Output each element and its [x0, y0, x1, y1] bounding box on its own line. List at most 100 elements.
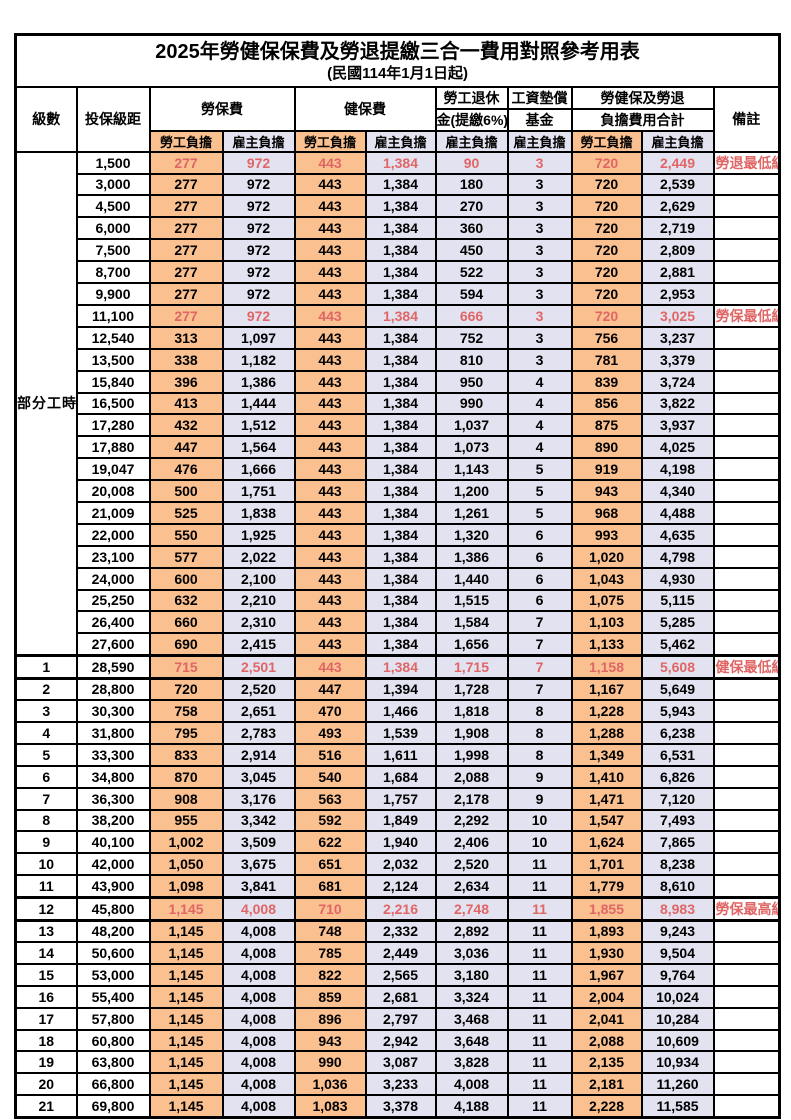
value-cell: 1,050: [148, 852, 224, 877]
table-row: 23,100 577 2,022 443 1,384 1,386 6 1,020 4,798: [16, 544, 781, 569]
value-cell: 4: [506, 369, 573, 394]
value-cell: 11: [506, 984, 573, 1009]
note-cell: [712, 260, 781, 284]
table-row: 18 60,800 1,145 4,008 943 2,942 3,648 11 2,088 10…: [14, 1028, 781, 1053]
value-cell: 1,611: [364, 742, 437, 767]
table-row: 12,540 313 1,097 443 1,384 752 3 756 3,237: [16, 325, 781, 350]
value-cell: 3,822: [640, 391, 715, 416]
value-cell: 10,284: [640, 1006, 715, 1031]
value-cell: 2,797: [364, 1006, 437, 1031]
value-cell: 443: [293, 303, 367, 328]
value-cell: 443: [293, 347, 367, 372]
bracket-cell: 66,800: [75, 1072, 151, 1097]
level-cell: 19: [14, 1050, 78, 1075]
table-row: 16,500 413 1,444 443 1,384 990 4 856 3,822: [16, 391, 781, 416]
col-header-pension-line1: 勞工退休: [434, 85, 509, 110]
value-cell: 1,757: [364, 786, 437, 811]
value-cell: 720: [570, 238, 643, 263]
subheader-labor-employee: 勞工負擔: [148, 129, 224, 153]
value-cell: 690: [148, 632, 224, 657]
value-cell: 1,715: [434, 653, 509, 680]
value-cell: 5: [506, 479, 573, 503]
value-cell: 10,609: [640, 1028, 715, 1053]
value-cell: 859: [293, 984, 367, 1009]
note-cell: [712, 544, 781, 569]
header-row-3: 勞工負擔 雇主負擔 勞工負擔 雇主負擔 雇主負擔 雇主負擔 勞工負擔 雇主負擔: [16, 129, 780, 153]
value-cell: 2,088: [434, 764, 509, 789]
value-cell: 443: [293, 610, 367, 635]
note-cell: [712, 500, 781, 525]
value-cell: 443: [293, 216, 367, 241]
table-row: 19,047 476 1,666 443 1,384 1,143 5 919 4,198: [16, 457, 781, 482]
value-cell: 313: [148, 325, 224, 350]
value-cell: 2,135: [570, 1050, 643, 1075]
level-cell: 16: [14, 984, 78, 1009]
value-cell: 1,145: [148, 1028, 224, 1053]
value-cell: 500: [148, 479, 224, 503]
bracket-cell: 27,600: [75, 632, 151, 657]
table-row: 7 36,300 908 3,176 563 1,757 2,178 9 1,471 7,120: [14, 786, 781, 811]
part-time-group-label: 部分工時: [14, 150, 78, 657]
table-row: 4 31,800 795 2,783 493 1,539 1,908 8 1,288 6,238: [14, 720, 781, 745]
value-cell: 1,145: [148, 1072, 224, 1097]
table-row: 1 28,590 715 2,501 443 1,384 1,715 7 1,158 5,608 健…: [14, 653, 781, 680]
bracket-cell: 38,200: [75, 808, 151, 833]
value-cell: 1,384: [364, 391, 437, 416]
value-cell: 3: [506, 260, 573, 284]
value-cell: 3: [506, 194, 573, 219]
value-cell: 1,624: [570, 830, 643, 855]
value-cell: 1,384: [364, 435, 437, 460]
value-cell: 2,100: [221, 566, 296, 591]
value-cell: 1,386: [434, 544, 509, 569]
value-cell: 955: [148, 808, 224, 833]
bracket-cell: 34,800: [75, 764, 151, 789]
table-row: 26,400 660 2,310 443 1,384 1,584 7 1,103 5,285: [16, 610, 781, 635]
bracket-cell: 1,500: [75, 150, 151, 175]
value-cell: 890: [570, 435, 643, 460]
value-cell: 2,651: [221, 699, 296, 723]
value-cell: 4,008: [434, 1072, 509, 1097]
value-cell: 6: [506, 588, 573, 613]
value-cell: 447: [293, 677, 367, 702]
value-cell: 4,008: [221, 1094, 296, 1119]
value-cell: 4,340: [640, 479, 715, 503]
value-cell: 1,200: [434, 479, 509, 503]
table-row: 8,700 277 972 443 1,384 522 3 720 2,881: [16, 260, 781, 284]
table-row: 9,900 277 972 443 1,384 594 3 720 2,953: [16, 281, 781, 306]
value-cell: 919: [570, 457, 643, 482]
value-cell: 3,379: [640, 347, 715, 372]
note-cell: [712, 588, 781, 613]
header-row-1: 級數 投保級距 勞保費 健保費 勞工退休 工資墊償 勞健保及勞退 備註: [14, 85, 781, 153]
bracket-cell: 26,400: [75, 610, 151, 635]
value-cell: 180: [434, 172, 509, 197]
value-cell: 1,384: [364, 238, 437, 263]
value-cell: 1,384: [364, 588, 437, 613]
value-cell: 972: [221, 281, 296, 306]
value-cell: 8: [506, 699, 573, 723]
table-row: 13,500 338 1,182 443 1,384 810 3 781 3,379: [16, 347, 781, 372]
value-cell: 990: [434, 391, 509, 416]
value-cell: 972: [221, 238, 296, 263]
level-cell: 20: [14, 1072, 78, 1097]
value-cell: 9: [506, 786, 573, 811]
page-title: 2025年勞健保保費及勞退提繳三合一費用對照參考用表: [155, 41, 640, 63]
value-cell: 3: [506, 303, 573, 328]
col-header-labor-fee: 勞保費: [148, 85, 296, 132]
value-cell: 2,022: [221, 544, 296, 569]
note-cell: [712, 347, 781, 372]
level-cell: 10: [14, 852, 78, 877]
value-cell: 748: [293, 919, 367, 943]
value-cell: 710: [293, 895, 367, 922]
value-cell: 972: [221, 216, 296, 241]
value-cell: 9,764: [640, 962, 715, 987]
level-cell: 8: [14, 808, 78, 833]
note-cell: [712, 391, 781, 416]
table-row: 17 57,800 1,145 4,008 896 2,797 3,468 11 2,041 10…: [14, 1006, 781, 1031]
table-row: 21,009 525 1,838 443 1,384 1,261 5 968 4,488: [16, 500, 781, 525]
bracket-cell: 57,800: [75, 1006, 151, 1031]
note-cell: [712, 919, 781, 943]
value-cell: 2,942: [364, 1028, 437, 1053]
table-row: 12 45,800 1,145 4,008 710 2,216 2,748 11 1,855 8,…: [14, 895, 781, 922]
value-cell: 4,798: [640, 544, 715, 569]
